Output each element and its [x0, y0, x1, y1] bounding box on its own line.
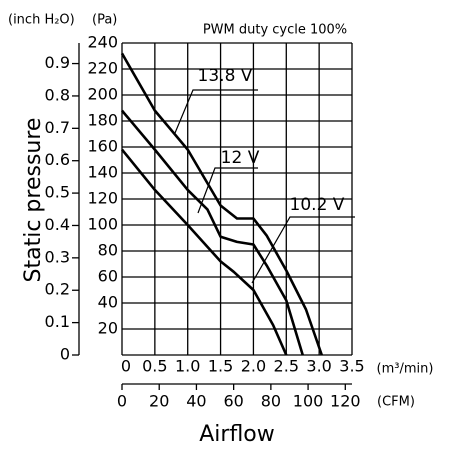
y2-tick-label: 0.3	[45, 247, 70, 266]
y-tick-label: 180	[87, 111, 118, 130]
y2-tick-label: 0.7	[45, 118, 70, 137]
leader-line	[174, 89, 258, 134]
y-tick-label: 140	[87, 163, 118, 182]
y-tick-label: 160	[87, 137, 118, 156]
curve	[120, 148, 288, 356]
x2-tick-label: 60	[223, 392, 243, 411]
y-tick-label: 40	[98, 293, 118, 312]
y-tick-label: 220	[87, 59, 118, 78]
x2-tick-label: 0	[117, 392, 127, 411]
y2-tick-label: 0.8	[45, 85, 70, 104]
curve	[121, 109, 304, 356]
y2-tick-label: 0.5	[45, 183, 70, 202]
x2-tick-label: 120	[330, 392, 361, 411]
x-axis-title: Airflow	[199, 422, 275, 447]
x-tick-label: 0.5	[142, 357, 167, 376]
leader-line	[251, 216, 355, 284]
y-tick-label: 60	[98, 267, 118, 286]
y-tick-label: 200	[87, 85, 118, 104]
x2-tick-label: 100	[293, 392, 324, 411]
y-axis-title: Static pressure	[21, 118, 46, 283]
x2-tick-label: 80	[261, 392, 281, 411]
series-label: 13.8 V	[198, 66, 253, 86]
series-label: 12 V	[221, 148, 260, 168]
x-tick-label: 3.5	[339, 357, 364, 376]
x2-unit: (CFM)	[377, 395, 415, 410]
x-tick-label: 0	[121, 357, 131, 376]
y-unit: (Pa)	[92, 13, 117, 28]
y-tick-label: 80	[98, 241, 118, 260]
y2-unit: (inch H₂O)	[8, 13, 75, 28]
y-tick-label: 120	[87, 189, 118, 208]
x2-tick-label: 20	[149, 392, 169, 411]
x-tick-label: 2.5	[274, 357, 299, 376]
x2-tick-label: 40	[186, 392, 206, 411]
x-tick-label: 3.0	[306, 357, 331, 376]
x-tick-label: 1.5	[208, 357, 233, 376]
x-tick-label: 1.0	[175, 357, 200, 376]
y2-tick-label: 0.2	[45, 280, 70, 299]
y2-tick-label: 0.9	[45, 53, 70, 72]
y2-tick-label: 0.6	[45, 150, 70, 169]
chart-title: PWM duty cycle 100%	[203, 23, 347, 38]
y2-tick-label: 0.1	[45, 312, 70, 331]
y-tick-label: 20	[98, 319, 118, 338]
x-tick-label: 2.0	[241, 357, 266, 376]
leader-line	[197, 167, 258, 214]
x-unit: (m³/min)	[377, 362, 434, 377]
y2-tick-label: 0.4	[45, 215, 70, 234]
y2-tick-label: 0	[60, 345, 70, 364]
y-tick-label: 100	[87, 215, 118, 234]
curve	[120, 52, 323, 356]
series-label: 10.2 V	[290, 195, 345, 215]
y-tick-label: 240	[87, 33, 118, 52]
